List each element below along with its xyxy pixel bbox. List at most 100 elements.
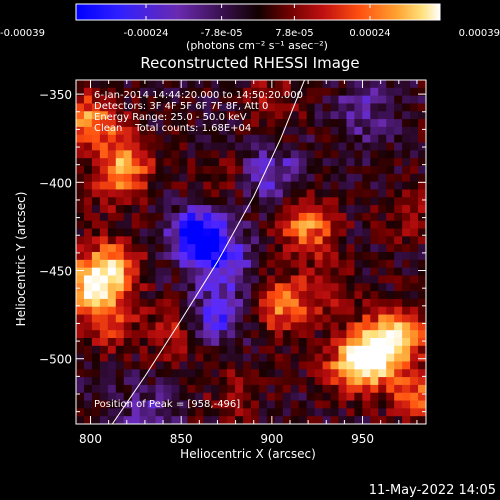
heatmap-cell <box>282 166 292 175</box>
heatmap-cell <box>227 252 236 261</box>
heatmap-cell <box>402 150 411 159</box>
heatmap-cell <box>306 392 316 402</box>
heatmap-cell <box>251 353 260 363</box>
heatmap-cell <box>99 197 109 206</box>
heatmap-cell <box>346 338 356 347</box>
heatmap-cell <box>354 181 363 191</box>
heatmap-cell <box>123 275 133 284</box>
heatmap-cell <box>147 220 157 230</box>
heatmap-cell <box>155 267 165 277</box>
heatmap-cell <box>203 126 212 136</box>
heatmap-cell <box>187 400 196 409</box>
heatmap-cell <box>123 80 133 89</box>
heatmap-cell <box>338 205 348 214</box>
colorbar-tick-label: -7.8e-05 <box>201 28 243 39</box>
heatmap-cell <box>330 283 340 292</box>
heatmap-cell <box>338 80 348 89</box>
heatmap-cell <box>298 322 308 331</box>
colorbar-tick-label: 0.00024 <box>349 28 390 39</box>
heatmap-cell <box>83 283 93 292</box>
heatmap-cell <box>378 252 387 261</box>
heatmap-cell <box>306 87 316 97</box>
heatmap-cell <box>402 361 411 370</box>
heatmap-cell <box>139 236 149 245</box>
heatmap-cell <box>187 314 196 323</box>
heatmap-cell <box>354 166 363 175</box>
heatmap-cell <box>179 150 188 159</box>
heatmap-cell <box>386 119 395 128</box>
heatmap-cell <box>155 236 165 245</box>
heatmap-cell <box>258 150 268 159</box>
heatmap-cell <box>251 338 260 347</box>
heatmap-cell <box>76 220 85 230</box>
heatmap-cell <box>203 298 212 308</box>
heatmap-cell <box>386 314 395 323</box>
heatmap-cell <box>91 377 101 386</box>
heatmap-cell <box>274 416 284 424</box>
heatmap-cell <box>123 244 133 253</box>
heatmap-cell <box>83 95 93 105</box>
heatmap-cell <box>179 205 188 214</box>
heatmap-cell <box>219 126 228 136</box>
heatmap-cell <box>147 80 157 89</box>
heatmap-cell <box>346 80 356 89</box>
heatmap-cell <box>139 392 149 402</box>
heatmap-cell <box>394 126 403 136</box>
heatmap-cell <box>171 181 181 191</box>
heatmap-cell <box>171 95 181 105</box>
heatmap-cell <box>171 205 181 214</box>
heatmap-cell <box>195 134 204 144</box>
heatmap-cell <box>394 205 403 214</box>
heatmap-cell <box>354 134 363 144</box>
heatmap-cell <box>322 400 332 409</box>
heatmap-cell <box>131 416 141 424</box>
heatmap-cell <box>306 126 316 136</box>
heatmap-cell <box>282 189 292 198</box>
heatmap-cell <box>211 244 220 253</box>
heatmap-cell <box>131 220 141 230</box>
heatmap-cell <box>227 220 236 230</box>
heatmap-cell <box>187 181 196 191</box>
heatmap-cell <box>147 416 157 424</box>
heatmap-cell <box>99 353 109 363</box>
heatmap-cell <box>314 244 324 253</box>
heatmap-cell <box>370 236 379 245</box>
heatmap-cell <box>362 408 371 417</box>
heatmap-cell <box>195 166 204 175</box>
heatmap-cell <box>290 181 300 191</box>
heatmap-cell <box>139 111 149 120</box>
heatmap-cell <box>219 330 228 339</box>
heatmap-cell <box>235 275 244 284</box>
heatmap-cell <box>258 306 268 316</box>
heatmap-cell <box>362 205 371 214</box>
heatmap-cell <box>418 322 426 331</box>
heatmap-cell <box>274 205 284 214</box>
heatmap-cell <box>306 189 316 198</box>
heatmap-cell <box>219 259 228 269</box>
heatmap-cell <box>99 111 109 120</box>
heatmap-cell <box>251 322 260 331</box>
heatmap-cell <box>115 267 125 277</box>
heatmap-cell <box>274 283 284 292</box>
heatmap-cell <box>306 330 316 339</box>
heatmap-cell <box>290 173 300 183</box>
heatmap-cell <box>211 158 220 167</box>
heatmap-cell <box>338 126 348 136</box>
heatmap-cell <box>266 142 276 151</box>
heatmap-cell <box>235 173 244 183</box>
heatmap-cell <box>362 369 371 378</box>
heatmap-cell <box>402 103 411 112</box>
heatmap-cell <box>243 345 252 355</box>
heatmap-cell <box>179 416 188 424</box>
heatmap-cell <box>378 119 387 128</box>
heatmap-cell <box>298 126 308 136</box>
heatmap-cell <box>155 392 165 402</box>
heatmap-cell <box>243 119 252 128</box>
heatmap-cell <box>370 345 379 355</box>
heatmap-cell <box>211 134 220 144</box>
heatmap-cell <box>330 416 340 424</box>
heatmap-cell <box>91 392 101 402</box>
heatmap-cell <box>418 126 426 136</box>
heatmap-cell <box>362 212 371 222</box>
heatmap-cell <box>362 150 371 159</box>
